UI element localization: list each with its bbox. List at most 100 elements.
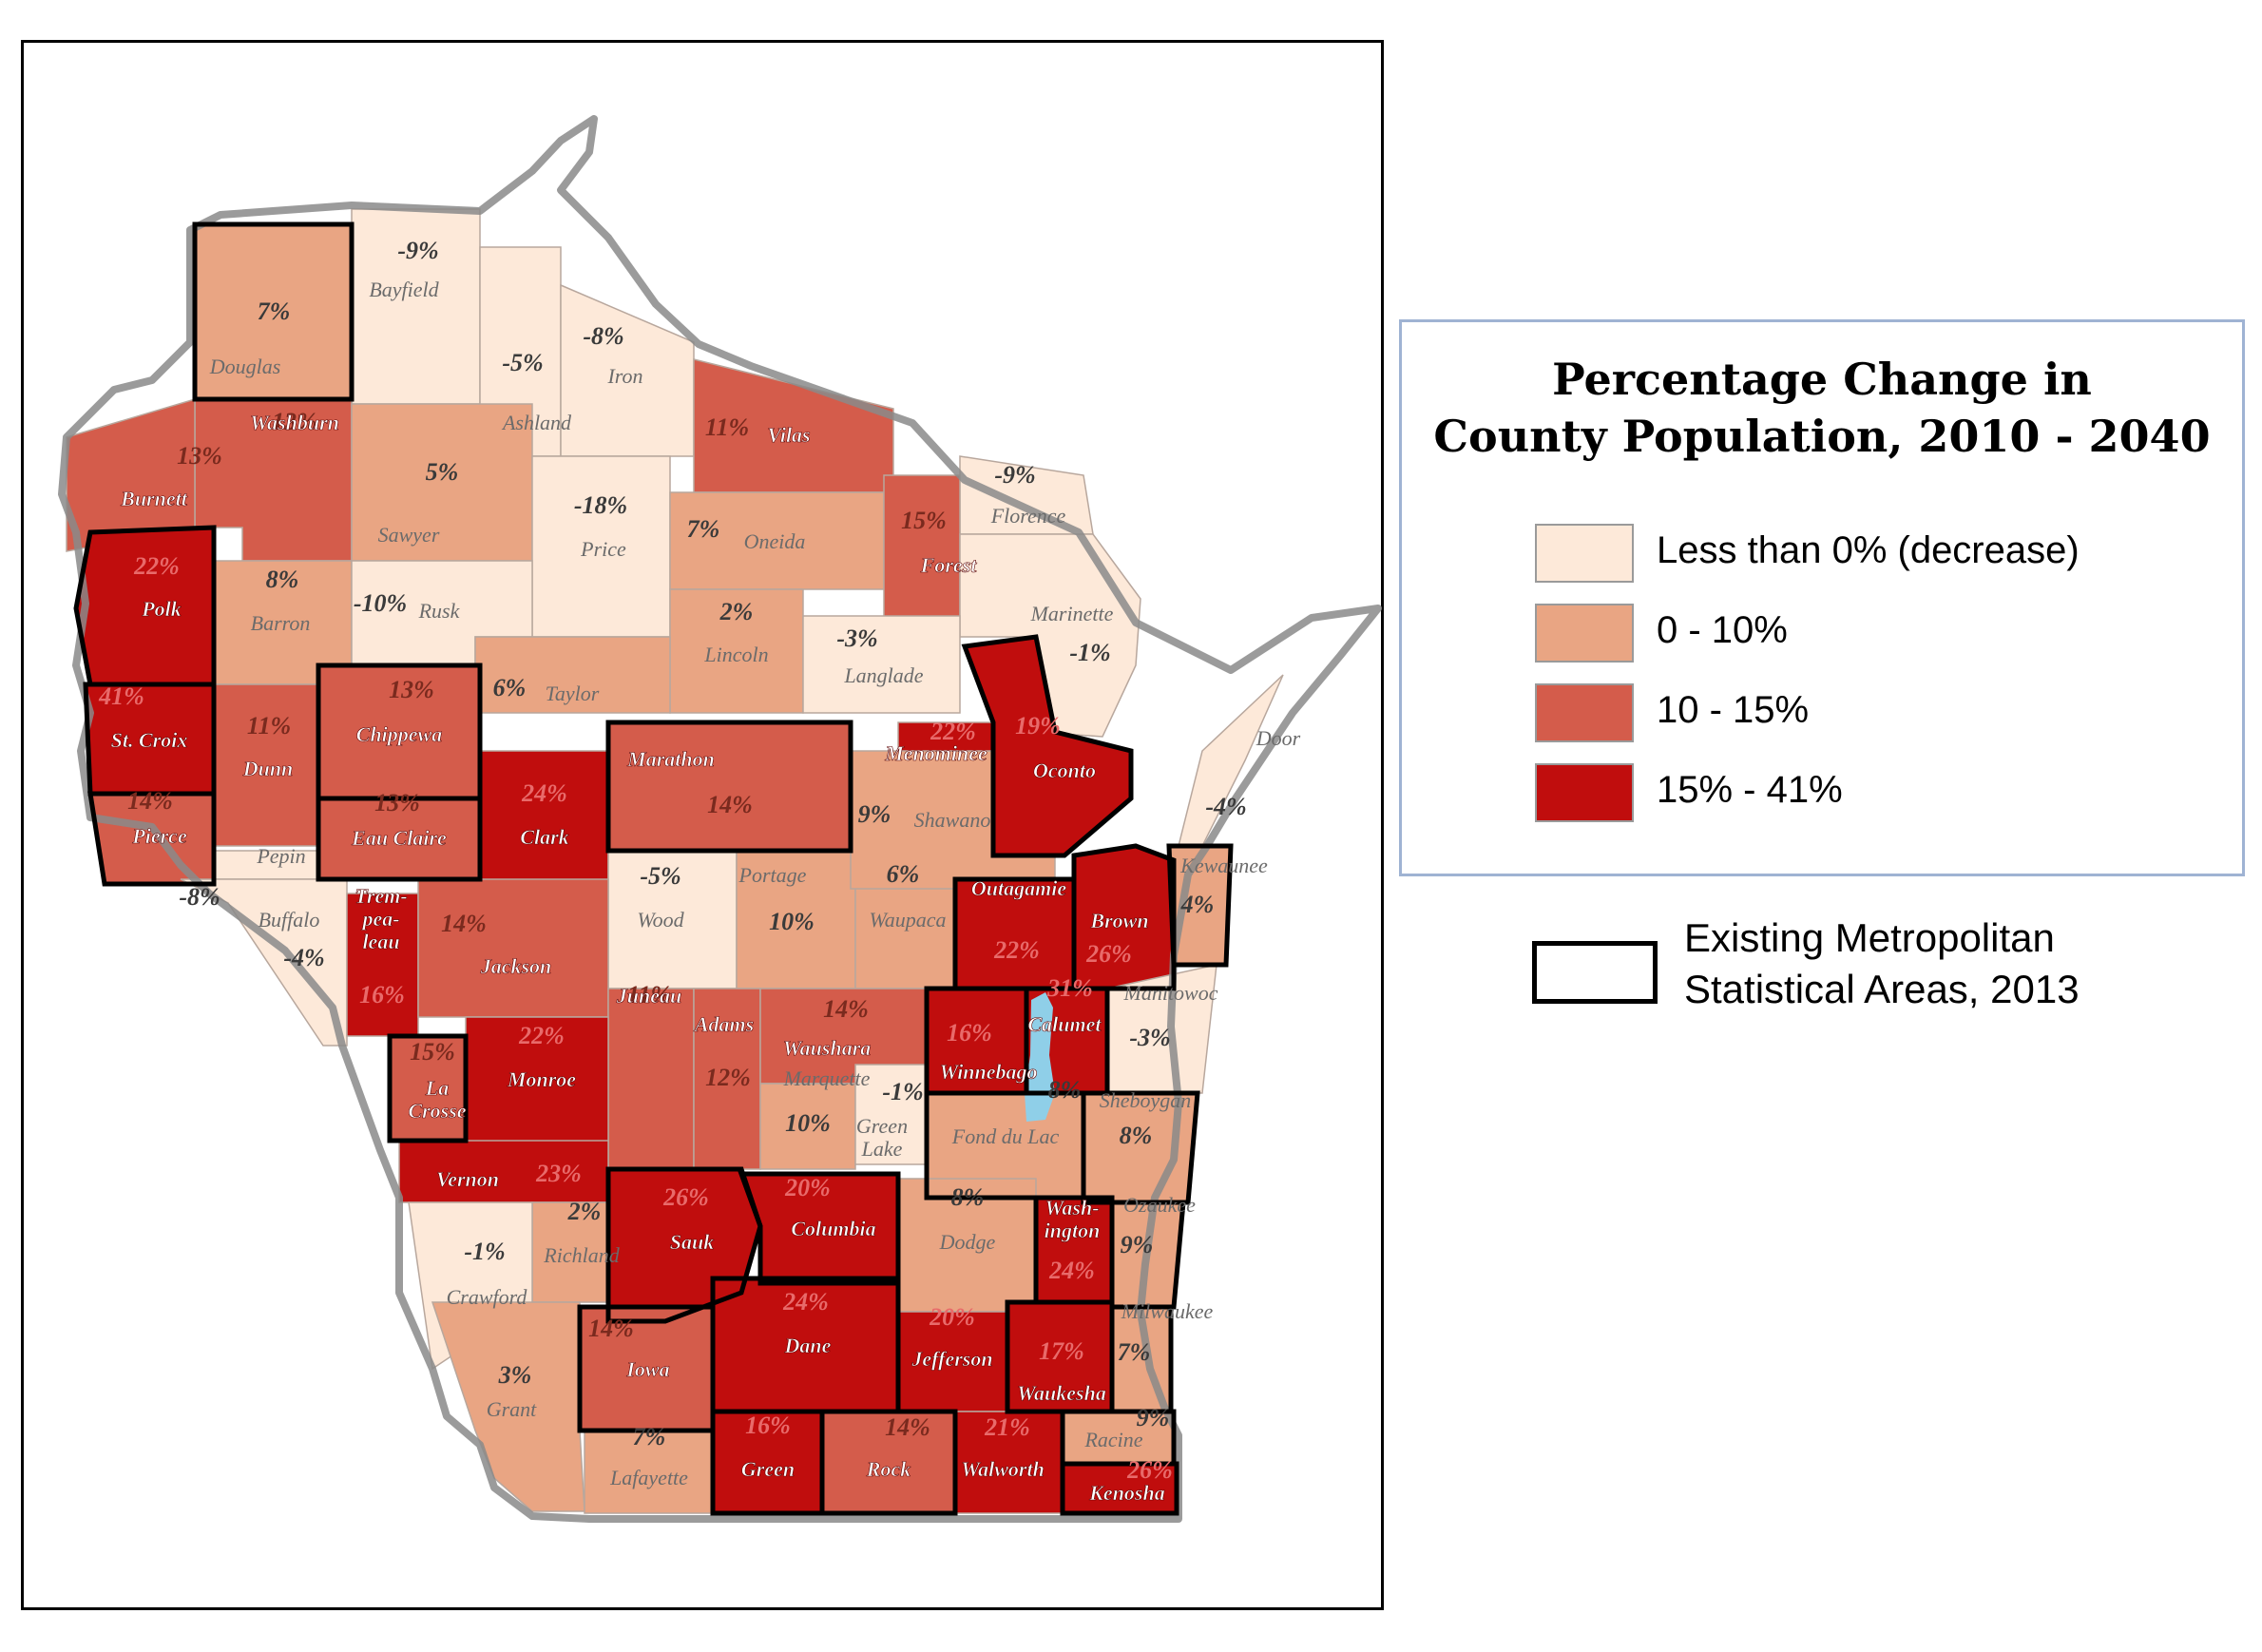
county-name-calumet: Calumet — [1027, 1012, 1102, 1036]
county-pct-milwaukee: 7% — [1118, 1338, 1151, 1366]
county-name-dane: Dane — [784, 1334, 832, 1357]
county-name-jefferson: Jefferson — [911, 1347, 992, 1371]
county-pct-washington: 24% — [1048, 1257, 1095, 1284]
county-pct-jefferson: 20% — [929, 1303, 975, 1331]
county-name-burnett: Burnett — [120, 487, 188, 510]
county-pct-menominee: 22% — [930, 718, 976, 745]
county-name-crawford: Crawford — [447, 1285, 528, 1309]
county-name-kenosha: Kenosha — [1088, 1481, 1164, 1505]
legend-swatch-decrease — [1535, 524, 1634, 583]
legend-label-high: 15% - 41% — [1657, 769, 1843, 811]
county-name-pepin: Pepin — [256, 844, 305, 868]
county-name-brown: Brown — [1089, 909, 1148, 932]
county-pct-waushara: 14% — [823, 995, 869, 1023]
county-name-bayfield: Bayfield — [369, 278, 439, 301]
county-pct-outagamie: 22% — [993, 936, 1040, 964]
county-pct-jackson: 14% — [441, 910, 487, 937]
county-name-sheboygan: Sheboygan — [1100, 1088, 1192, 1112]
county-name-chippewa: Chippewa — [356, 722, 442, 746]
legend-label-low: 0 - 10% — [1657, 609, 1788, 651]
county-name-kewaunee: Kewaunee — [1179, 854, 1268, 877]
metro-outline-kenosha — [1060, 1461, 1179, 1516]
county-pct-vernon: 23% — [535, 1160, 582, 1187]
msa-swatch — [1532, 941, 1658, 1004]
county-name-polk: Polk — [141, 597, 182, 621]
county-name-wood: Wood — [637, 908, 684, 932]
county-name-ashland: Ashland — [501, 411, 572, 434]
county-jackson — [417, 878, 609, 1018]
county-pct-ozaukee: 9% — [1121, 1231, 1154, 1258]
legend-title-line1: Percentage Change in — [1552, 354, 2092, 405]
county-name-marathon: Marathon — [626, 747, 715, 771]
county-pct-barron: 8% — [266, 566, 299, 593]
msa-label: Existing Metropolitan Statistical Areas,… — [1684, 912, 2080, 1015]
county-name-waukesha: Waukesha — [1017, 1381, 1106, 1405]
county-pct-lincoln: 2% — [719, 598, 754, 625]
county-pct-manitowoc: -3% — [1129, 1024, 1170, 1051]
county-pct-richland: 2% — [567, 1198, 602, 1225]
county-pct-wood: -5% — [640, 862, 681, 890]
msa-label-line2: Statistical Areas, 2013 — [1684, 967, 2080, 1011]
county-pct-taylor: 6% — [493, 674, 527, 701]
county-name-racine: Racine — [1083, 1428, 1142, 1451]
county-pct-juneau: 11% — [627, 981, 671, 1008]
county-pct-door: -4% — [1205, 793, 1246, 820]
county-name-walworth: Walworth — [961, 1457, 1045, 1481]
county-pct-st-croix: 41% — [98, 682, 144, 710]
county-pct-sauk: 26% — [662, 1183, 709, 1211]
legend: Percentage Change in County Population, … — [1399, 319, 2245, 876]
metro-outline-douglas — [192, 221, 355, 402]
county-juneau — [607, 988, 695, 1170]
county-pct-buffalo: -4% — [283, 944, 324, 971]
county-pct-racine: 9% — [1137, 1404, 1170, 1431]
county-pct-florence: -9% — [994, 461, 1035, 489]
county-pct-chippewa: 13% — [389, 676, 434, 703]
county-name-jackson: Jackson — [480, 954, 552, 978]
county-name-waushara: Waushara — [783, 1036, 872, 1060]
county-name-fond-du-lac: Fond du Lac — [951, 1124, 1060, 1148]
legend-label-decrease: Less than 0% (decrease) — [1657, 529, 2080, 571]
county-pct-monroe: 22% — [518, 1022, 565, 1049]
county-pct-calumet: 31% — [1046, 974, 1093, 1002]
county-pct-grant: 3% — [498, 1361, 532, 1389]
county-name-sawyer: Sawyer — [378, 523, 440, 547]
county-pct-adams: 12% — [705, 1064, 751, 1091]
county-pct-dodge: 8% — [951, 1183, 985, 1211]
county-pct-trempealeau: 16% — [359, 981, 405, 1008]
county-marathon — [607, 721, 852, 852]
county-pct-sawyer: 5% — [426, 458, 459, 486]
county-name-trempealeau: Trem-pea-leau — [355, 884, 407, 953]
county-pct-green: 16% — [745, 1412, 791, 1439]
metro-outline-pierce — [87, 791, 217, 887]
county-name-vilas: Vilas — [767, 423, 810, 447]
metro-outline-kewaunee — [1166, 843, 1234, 968]
county-pct-oneida: 7% — [687, 515, 720, 543]
county-pct-eau-claire: 13% — [374, 789, 420, 816]
county-name-vernon: Vernon — [436, 1167, 499, 1191]
county-pct-brown: 26% — [1085, 940, 1132, 968]
county-door — [1178, 674, 1284, 847]
county-pct-marathon: 14% — [707, 791, 753, 818]
metro-outline-eau-claire — [316, 796, 483, 882]
metro-outline-sauk — [605, 1166, 763, 1324]
county-name-douglas: Douglas — [209, 355, 281, 378]
county-name-door: Door — [1256, 726, 1301, 750]
county-name-richland: Richland — [543, 1243, 620, 1267]
county-name-pierce: Pierce — [131, 824, 187, 848]
county-name-iowa: Iowa — [625, 1357, 669, 1381]
county-langlade — [802, 615, 961, 714]
county-pct-la-crosse: 15% — [410, 1038, 455, 1066]
county-name-menominee: Menominee — [884, 741, 987, 765]
county-name-juneau: Juneau — [616, 984, 681, 1008]
county-pct-rock: 14% — [885, 1413, 930, 1441]
county-name-green-lake: Green Lake — [856, 1114, 908, 1161]
county-pct-pepin: -8% — [179, 883, 220, 911]
county-pct-rusk: -10% — [354, 589, 407, 617]
county-marinette — [959, 533, 1141, 738]
county-name-oconto: Oconto — [1033, 759, 1096, 782]
lake-winnebago — [1025, 992, 1055, 1122]
county-name-dodge: Dodge — [939, 1230, 996, 1254]
county-pct-green-lake: -1% — [882, 1078, 923, 1105]
county-pct-waupaca: 6% — [887, 860, 920, 888]
